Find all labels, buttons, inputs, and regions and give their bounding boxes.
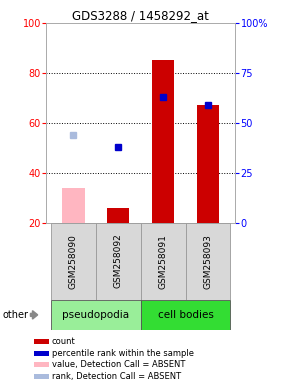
Text: value, Detection Call = ABSENT: value, Detection Call = ABSENT (52, 360, 185, 369)
Bar (96, 223, 141, 300)
Bar (62, 188, 85, 223)
Bar (51, 223, 96, 300)
Text: GSM258093: GSM258093 (204, 234, 213, 288)
Text: GSM258092: GSM258092 (114, 234, 123, 288)
Text: GSM258091: GSM258091 (159, 234, 168, 288)
Text: other: other (3, 310, 29, 320)
Bar (152, 60, 174, 223)
Text: count: count (52, 337, 76, 346)
Title: GDS3288 / 1458292_at: GDS3288 / 1458292_at (72, 9, 209, 22)
Bar (34, 362, 49, 367)
Text: cell bodies: cell bodies (157, 310, 213, 320)
Bar (51, 300, 141, 330)
Bar (34, 351, 49, 356)
Bar (197, 105, 219, 223)
Text: rank, Detection Call = ABSENT: rank, Detection Call = ABSENT (52, 371, 181, 381)
Bar (107, 208, 129, 223)
Text: pseudopodia: pseudopodia (62, 310, 129, 320)
Text: percentile rank within the sample: percentile rank within the sample (52, 349, 194, 358)
Text: GSM258090: GSM258090 (69, 234, 78, 288)
Bar (34, 339, 49, 344)
Bar (141, 223, 186, 300)
Bar (34, 374, 49, 379)
Bar (186, 223, 231, 300)
Bar (141, 300, 231, 330)
